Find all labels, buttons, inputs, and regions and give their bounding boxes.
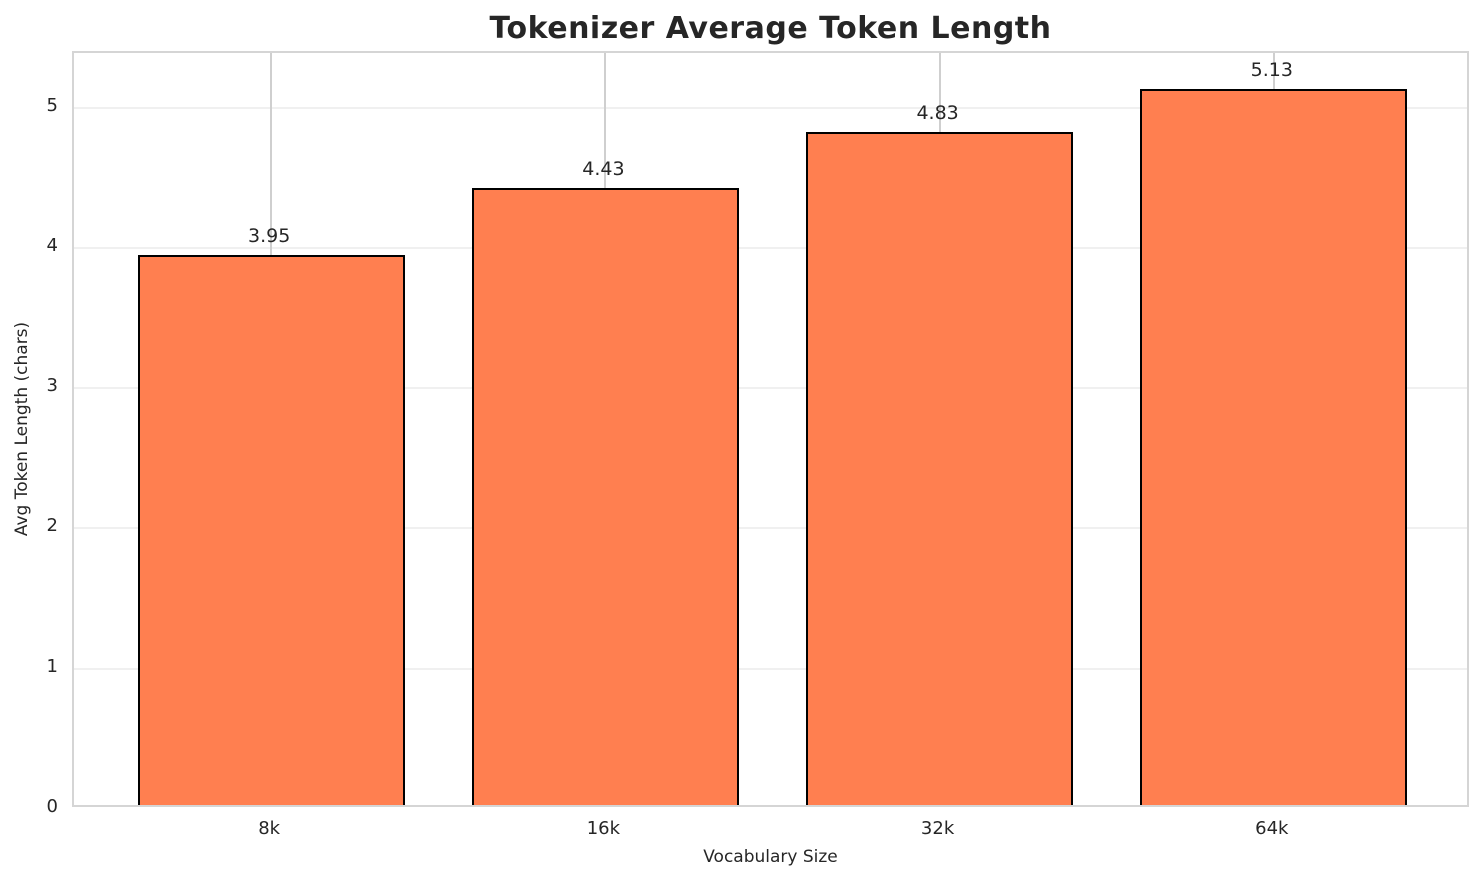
bar-value-label: 4.43 <box>582 157 625 180</box>
y-gridline <box>74 387 1467 390</box>
chart-title: Tokenizer Average Token Length <box>489 11 1052 46</box>
bar <box>805 131 1074 805</box>
bar-value-label: 5.13 <box>1250 59 1293 82</box>
bar <box>471 187 740 805</box>
y-tick-label: 1 <box>46 655 58 677</box>
y-gridline <box>74 106 1467 109</box>
x-tick-label: 8k <box>258 818 281 839</box>
y-tick-label: 2 <box>46 515 58 537</box>
plot-area <box>72 51 1469 807</box>
y-gridline <box>74 246 1467 249</box>
y-tick-label: 5 <box>46 94 58 116</box>
x-tick-label: 32k <box>920 818 955 839</box>
y-tick-label: 3 <box>46 375 58 397</box>
x-tick-label: 64k <box>1255 818 1289 839</box>
x-tick-label: 16k <box>586 818 621 839</box>
bar <box>1140 89 1408 805</box>
y-gridline <box>74 527 1467 530</box>
bar-value-label: 4.83 <box>916 101 959 124</box>
y-tick-label: 0 <box>46 796 58 817</box>
x-axis-label: Vocabulary Size <box>703 847 838 867</box>
y-gridline <box>74 667 1467 670</box>
y-axis-label: Avg Token Length (chars) <box>12 321 32 537</box>
bar-value-label: 3.95 <box>248 224 291 247</box>
bar <box>137 254 405 805</box>
y-tick-label: 4 <box>46 234 58 256</box>
